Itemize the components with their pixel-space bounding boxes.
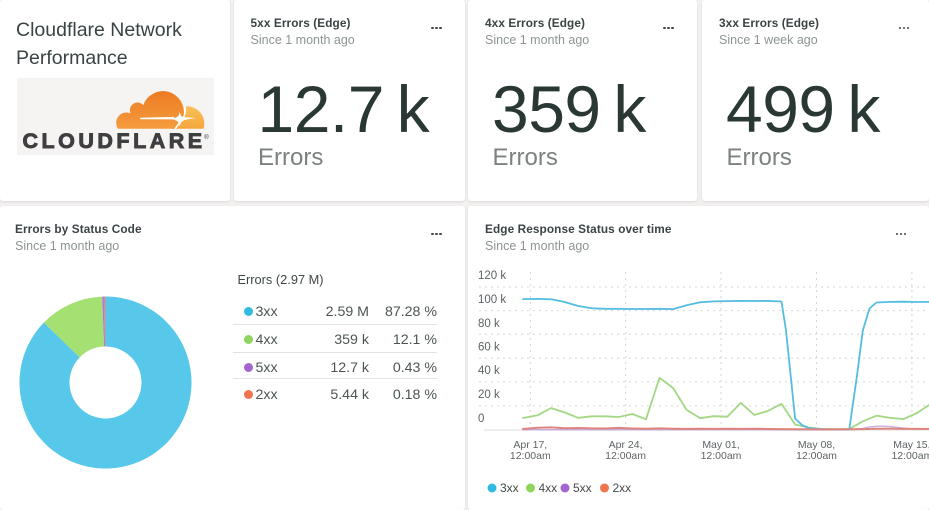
svg-text:20 k: 20 k: [478, 389, 500, 401]
svg-text:12:00am: 12:00am: [605, 450, 646, 462]
svg-text:4xx: 4xx: [539, 481, 558, 495]
svg-text:12:00am: 12:00am: [796, 450, 837, 462]
svg-text:12:00am: 12:00am: [701, 450, 742, 462]
svg-text:May 15,: May 15,: [893, 439, 929, 451]
svg-text:12:00am: 12:00am: [510, 450, 551, 462]
svg-text:3xx: 3xx: [500, 481, 519, 495]
svg-text:60 k: 60 k: [478, 342, 500, 354]
svg-text:®: ®: [204, 133, 209, 141]
svg-text:May 01,: May 01,: [702, 439, 739, 451]
svg-text:100 k: 100 k: [478, 294, 506, 306]
svg-text:12:00am: 12:00am: [891, 450, 929, 462]
svg-text:2xx: 2xx: [613, 481, 632, 495]
svg-text:May 08,: May 08,: [798, 439, 835, 451]
svg-text:0: 0: [478, 413, 484, 425]
svg-text:40 k: 40 k: [478, 365, 500, 377]
svg-text:120 k: 120 k: [478, 270, 506, 282]
svg-text:Apr 17,: Apr 17,: [513, 439, 547, 451]
svg-text:CLOUDFLARE: CLOUDFLARE: [23, 129, 206, 153]
svg-text:80 k: 80 k: [478, 318, 500, 330]
svg-text:Apr 24,: Apr 24,: [609, 439, 643, 451]
svg-text:5xx: 5xx: [573, 481, 592, 495]
